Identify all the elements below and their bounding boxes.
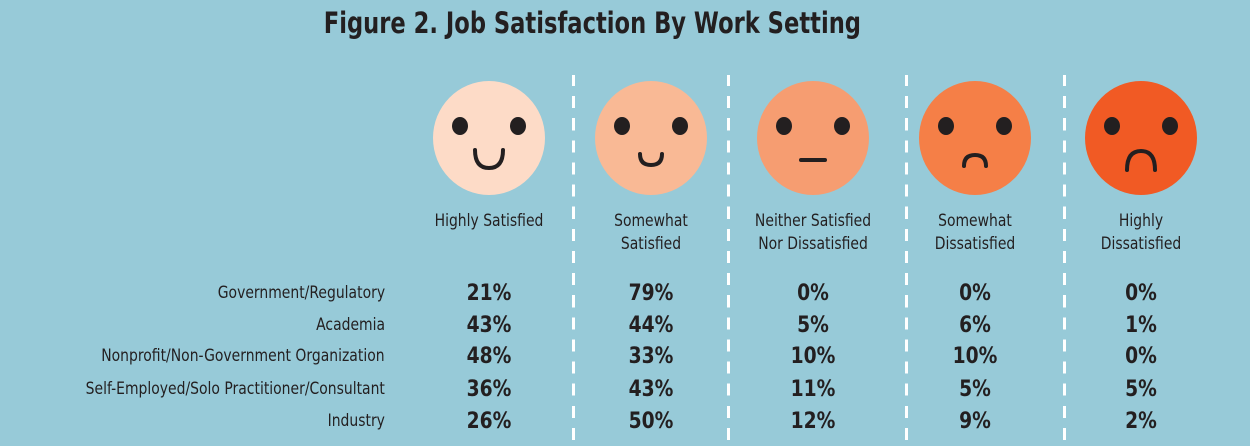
column-label: Highly Satisfied	[423, 210, 554, 233]
column-label-line: Highly Satisfied	[434, 211, 544, 231]
data-value: 44%	[628, 313, 674, 338]
data-value: 26%	[466, 409, 512, 434]
column-label-line: Neither Satisfied	[754, 211, 872, 231]
data-value: 0%	[1125, 344, 1157, 369]
data-value: 43%	[466, 313, 512, 338]
column-divider	[905, 75, 908, 445]
data-value: 0%	[797, 281, 829, 306]
column-label-line: Somewhat	[614, 211, 688, 231]
small-frown-face-icon	[919, 81, 1031, 195]
row-label: Industry	[327, 411, 385, 431]
column-header: Highly Dissatisfied	[1061, 80, 1221, 256]
column-label-line: Nor Dissatisfied	[758, 234, 868, 254]
column-label: Highly Dissatisfied	[1075, 210, 1206, 256]
column-header: Neither Satisfied Nor Dissatisfied	[733, 80, 893, 256]
data-value: 79%	[628, 281, 674, 306]
chart-title: Figure 2. Job Satisfaction By Work Setti…	[323, 6, 862, 40]
column-header: Highly Satisfied	[409, 80, 569, 233]
data-value: 1%	[1125, 313, 1157, 338]
row-label: Self-Employed/Solo Practitioner/Consulta…	[85, 379, 385, 399]
data-value: 12%	[790, 409, 836, 434]
column-label-line: Somewhat	[938, 211, 1012, 231]
column-label-line: Dissatisfied	[1100, 234, 1182, 254]
column-label: Somewhat Satisfied	[585, 210, 716, 256]
data-value: 2%	[1125, 409, 1157, 434]
column-divider	[1063, 75, 1066, 445]
column-label-line: Satisfied	[620, 234, 682, 254]
data-value: 48%	[466, 344, 512, 369]
column-label: Neither Satisfied Nor Dissatisfied	[747, 210, 878, 256]
data-value: 5%	[959, 377, 991, 402]
data-value: 50%	[628, 409, 674, 434]
small-smile-face-icon	[595, 81, 707, 195]
data-value: 21%	[466, 281, 512, 306]
data-value: 0%	[959, 281, 991, 306]
data-value: 36%	[466, 377, 512, 402]
column-divider	[727, 75, 730, 445]
data-value: 33%	[628, 344, 674, 369]
column-header: Somewhat Dissatisfied	[895, 80, 1055, 256]
row-label: Academia	[316, 315, 385, 335]
data-value: 0%	[1125, 281, 1157, 306]
data-value: 10%	[952, 344, 998, 369]
data-value: 11%	[790, 377, 836, 402]
neutral-face-icon	[757, 81, 869, 195]
column-label: Somewhat Dissatisfied	[909, 210, 1040, 256]
column-label-line: Dissatisfied	[934, 234, 1016, 254]
column-header: Somewhat Satisfied	[571, 80, 731, 256]
data-value: 43%	[628, 377, 674, 402]
row-label: Nonprofit/Non-Government Organization	[101, 346, 385, 366]
data-value: 5%	[1125, 377, 1157, 402]
data-value: 9%	[959, 409, 991, 434]
big-smile-face-icon	[433, 81, 545, 195]
big-frown-face-icon	[1085, 81, 1197, 195]
data-value: 6%	[959, 313, 991, 338]
data-value: 5%	[797, 313, 829, 338]
data-value: 10%	[790, 344, 836, 369]
row-label: Government/Regulatory	[217, 283, 385, 303]
column-label-line: Highly	[1118, 211, 1164, 231]
column-divider	[572, 75, 575, 445]
